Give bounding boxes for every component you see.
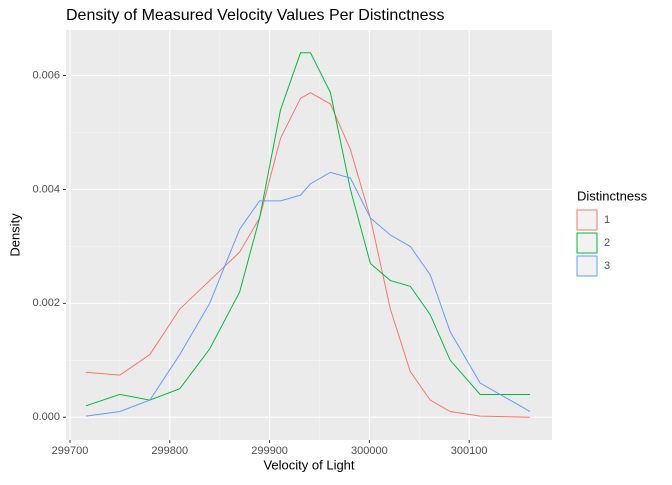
legend-label: 2 [604, 237, 610, 249]
y-tick-label: 0.002 [32, 297, 60, 309]
y-axis-label: Density [7, 213, 22, 257]
x-tick-label: 299900 [251, 445, 288, 457]
legend-key [576, 255, 598, 277]
legend-label: 1 [604, 214, 610, 226]
x-tick-label: 299800 [151, 445, 188, 457]
x-axis-label: Velocity of Light [263, 457, 354, 472]
y-tick-label: 0.006 [32, 69, 60, 81]
chart-title: Density of Measured Velocity Values Per … [66, 7, 445, 24]
x-tick-label: 300100 [451, 445, 488, 457]
density-line [85, 171, 531, 417]
density-line [85, 92, 531, 418]
legend-label: 3 [604, 260, 610, 272]
legend-title: Distinctness [577, 188, 648, 203]
y-tick-label: 0.000 [32, 411, 60, 423]
legend-key [576, 232, 598, 254]
x-tick-label: 300000 [351, 445, 388, 457]
legend-key [576, 209, 598, 231]
x-tick-label: 299700 [52, 445, 89, 457]
density-line [85, 52, 531, 407]
y-tick-label: 0.004 [32, 183, 60, 195]
panel [66, 30, 552, 440]
